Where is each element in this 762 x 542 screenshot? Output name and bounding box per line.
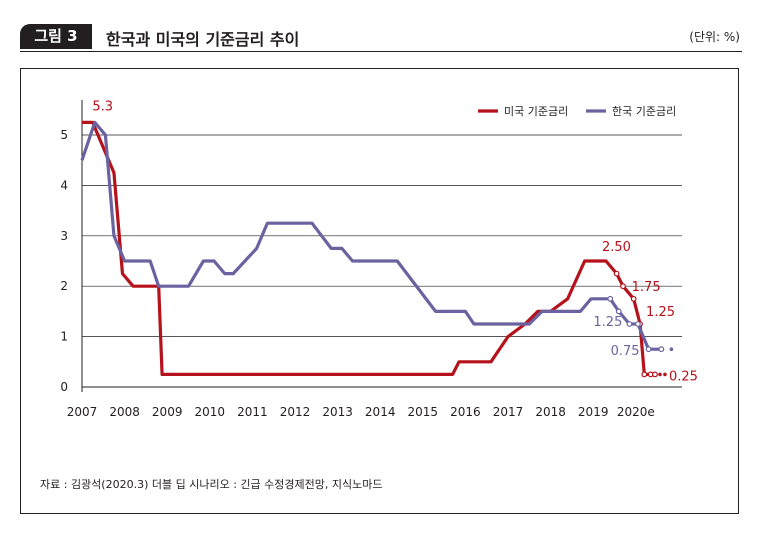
series-kr [80,120,665,353]
x-tick-label: 2017 [493,405,524,419]
data-labels: 5.3 2.50 1.75 1.25 0.25 1.25 0.75 [92,99,698,384]
x-tick-label: 2015 [408,405,439,419]
projection-point [635,321,641,327]
legend: 미국 기준금리 한국 기준금리 [478,105,676,118]
axes: 0 1 2 3 4 5 2007 2008 2009 2010 2011 2012 2013 2014 20… [60,100,682,419]
data-label: 2.50 [602,240,631,255]
series-line [82,120,618,376]
data-label: 5.3 [92,99,113,114]
y-tick-label: 4 [60,178,68,192]
figure-header: 그림 3 한국과 미국의 기준금리 추이 (단위: %) [20,20,742,52]
trailing-dot [663,372,667,377]
grid-lines [82,134,682,337]
y-tick-label: 3 [60,229,68,243]
data-label: 1.25 [646,305,675,320]
series-line [80,120,611,326]
header-divider [20,51,742,52]
y-tick-label: 1 [60,330,68,344]
x-tick-label: 2007 [67,405,98,419]
projection-point [630,295,637,302]
series-us [82,120,658,378]
projection-point [626,321,633,327]
data-label: 1.25 [593,315,622,330]
projection-point [652,371,658,378]
projection-point [620,283,626,290]
data-label: 0.25 [669,369,698,384]
x-tick-label: 2019 [578,405,609,419]
x-tick-label: 2009 [152,405,183,419]
projection-point [613,270,620,277]
trailing-dot [669,347,674,352]
x-tick-label: 2018 [535,405,566,419]
legend-label: 미국 기준금리 [504,105,568,118]
x-tick-label: 2014 [365,405,396,419]
x-tick-label: 2016 [450,405,481,419]
y-tick-label: 5 [60,128,68,142]
y-tick-label: 0 [60,380,68,394]
data-label: 0.75 [611,344,640,359]
projection-point [645,346,652,353]
projection-point [615,308,622,315]
chart-frame [20,68,739,514]
x-tick-label: 2012 [280,405,311,419]
trailing-dot [658,372,662,377]
x-tick-label: 2010 [195,405,226,419]
legend-label: 한국 기준금리 [612,105,676,118]
figure-label: 그림 3 [20,24,92,49]
y-tick-label: 2 [60,279,68,293]
figure-title: 한국과 미국의 기준금리 추이 [106,30,300,49]
data-label: 1.75 [632,280,661,295]
x-tick-label: 2011 [237,405,268,419]
projection-point [641,371,648,378]
x-tick-label: 2013 [322,405,353,419]
unit-label: (단위: %) [689,30,740,44]
series-group [80,120,674,378]
x-tick-label: 2008 [109,405,140,419]
projection-point [658,346,665,353]
source-note: 자료 : 김광석(2020.3) 더블 딥 시나리오 : 긴급 수정경제전망, … [40,478,383,491]
x-tick-label: 2020e [617,405,655,419]
projection-point [607,295,614,302]
